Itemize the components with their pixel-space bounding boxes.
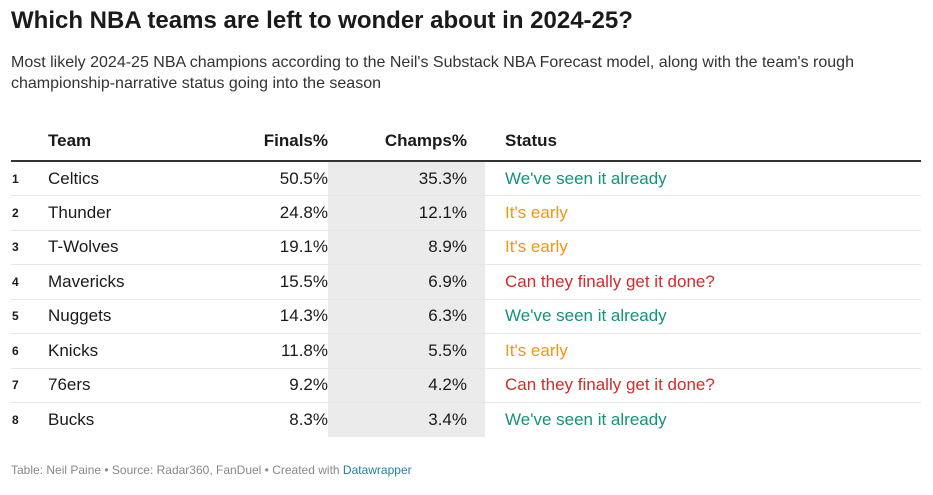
status-cell: It's early [485, 195, 921, 231]
champs-cell: 35.3% [328, 161, 485, 196]
finals-cell: 19.1% [188, 230, 328, 265]
table-row: 2 Thunder 24.8% 12.1% It's early [11, 195, 921, 231]
rank-cell: 1 [11, 161, 48, 196]
status-cell: Can they finally get it done? [485, 368, 921, 403]
finals-cell: 50.5% [188, 161, 328, 196]
finals-cell: 24.8% [188, 195, 328, 231]
rank-cell: 8 [12, 413, 19, 427]
team-cell: Mavericks [48, 264, 188, 300]
team-cell: 76ers [48, 368, 188, 403]
table-row: 6 Knicks 11.8% 5.5% It's early [11, 333, 921, 369]
rank-cell: 6 [11, 333, 48, 369]
table-row: 8 Bucks 8.3% 3.4% We've seen it already [11, 402, 921, 437]
header-status[interactable]: Status [485, 122, 921, 162]
team-cell: T-Wolves [48, 230, 188, 265]
table-row: 7 76ers 9.2% 4.2% Can they finally get it do… [11, 368, 921, 403]
champs-cell: 4.2% [328, 368, 485, 403]
finals-cell: 11.8% [188, 333, 328, 369]
table-row: 5 Nuggets 14.3% 6.3% We've seen it already [11, 299, 921, 334]
champs-cell: 8.9% [328, 230, 485, 265]
finals-cell: 9.2% [188, 368, 328, 403]
champs-cell: 6.9% [328, 264, 485, 300]
forecast-table: Team Finals% Champs% Status 1 Celtics 50.5… [11, 122, 921, 437]
header-team[interactable]: Team [48, 122, 188, 162]
champs-cell: 6.3% [328, 299, 485, 334]
team-cell: Knicks [48, 333, 188, 369]
chart-title: Which NBA teams are left to wonder about… [11, 7, 633, 34]
header-rank [11, 122, 48, 162]
team-cell: Celtics [48, 161, 188, 196]
champs-cell: 5.5% [328, 333, 485, 369]
champs-cell: 12.1% [328, 195, 485, 231]
champs-cell: 3.4% [328, 402, 485, 437]
chart-subtitle: Most likely 2024-25 NBA champions accord… [11, 54, 854, 92]
rank-cell: 7 [11, 368, 48, 403]
status-cell: We've seen it already [485, 161, 921, 196]
finals-cell: 8.3% [289, 410, 328, 429]
team-cell: Thunder [48, 195, 188, 231]
finals-cell: 15.5% [188, 264, 328, 300]
datawrapper-link[interactable]: Datawrapper [342, 463, 412, 477]
status-cell: Can they finally get it done? [485, 264, 921, 300]
finals-cell: 14.3% [188, 299, 328, 334]
rank-cell: 5 [11, 299, 48, 334]
table-row: 3 T-Wolves 19.1% 8.9% It's early [11, 230, 921, 265]
team-cell: Nuggets [48, 299, 188, 334]
header-row: Team Finals% Champs% Status [11, 122, 921, 162]
footer-credit: Table: Neil Paine • Source: Radar360, Fa… [11, 463, 343, 477]
table-row: 1 Celtics 50.5% 35.3% We've seen it already [11, 161, 921, 196]
rank-cell: 3 [11, 230, 48, 265]
footer: Table: Neil Paine • Source: Radar360, Fa… [11, 463, 412, 477]
table-body: 1 Celtics 50.5% 35.3% We've seen it already 2… [11, 161, 921, 437]
header-finals[interactable]: Finals% [188, 122, 328, 162]
status-cell: We've seen it already [505, 410, 667, 429]
status-cell: It's early [485, 230, 921, 265]
header-champs[interactable]: Champs% [328, 122, 485, 162]
team-cell: Bucks [48, 410, 95, 429]
status-cell: It's early [485, 333, 921, 369]
rank-cell: 4 [11, 264, 48, 300]
status-cell: We've seen it already [485, 299, 921, 334]
table-row: 4 Mavericks 15.5% 6.9% Can they finally get … [11, 264, 921, 300]
rank-cell: 2 [11, 195, 48, 231]
